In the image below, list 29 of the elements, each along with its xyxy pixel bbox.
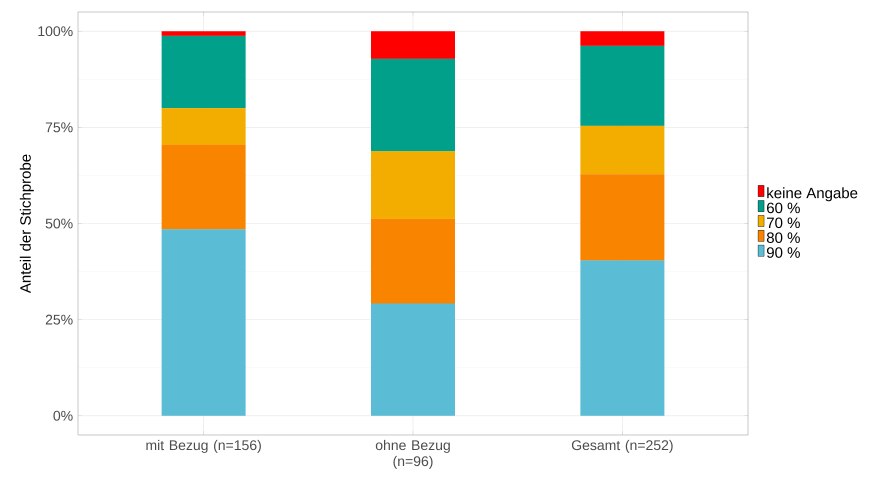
y-tick-label: 0% — [53, 410, 73, 421]
y-tick-label: 50% — [46, 218, 73, 228]
legend-label: 70 % — [767, 217, 800, 228]
bar — [371, 303, 456, 416]
x-tick-label: ohne Bezug (n=96) — [376, 440, 450, 469]
bar — [580, 31, 664, 46]
y-tick-label: 100% — [38, 26, 73, 36]
legend-label: 60 % — [767, 202, 800, 214]
bar — [162, 229, 246, 416]
bar — [580, 46, 664, 126]
legend-label: 80 % — [766, 232, 800, 243]
bar — [371, 151, 456, 219]
bar — [371, 218, 456, 304]
x-tick-label: mit Bezug (n=156) — [146, 440, 261, 453]
bar — [580, 260, 664, 416]
bar — [162, 36, 246, 108]
y-tick-label: 25% — [46, 314, 73, 325]
bar — [580, 174, 664, 260]
legend-label: 90 % — [766, 247, 800, 258]
bar — [371, 58, 456, 152]
y-tick-label: 75% — [46, 122, 73, 132]
bar — [162, 31, 246, 36]
bar — [162, 108, 246, 145]
legend-label: keine Angabe — [767, 187, 858, 202]
x-tick-label: Gesamt (n=252) — [572, 440, 673, 453]
bar — [162, 144, 246, 230]
y-axis-title: Anteil der Stichprobe — [20, 154, 34, 294]
bar — [580, 126, 664, 174]
bar — [371, 31, 456, 59]
